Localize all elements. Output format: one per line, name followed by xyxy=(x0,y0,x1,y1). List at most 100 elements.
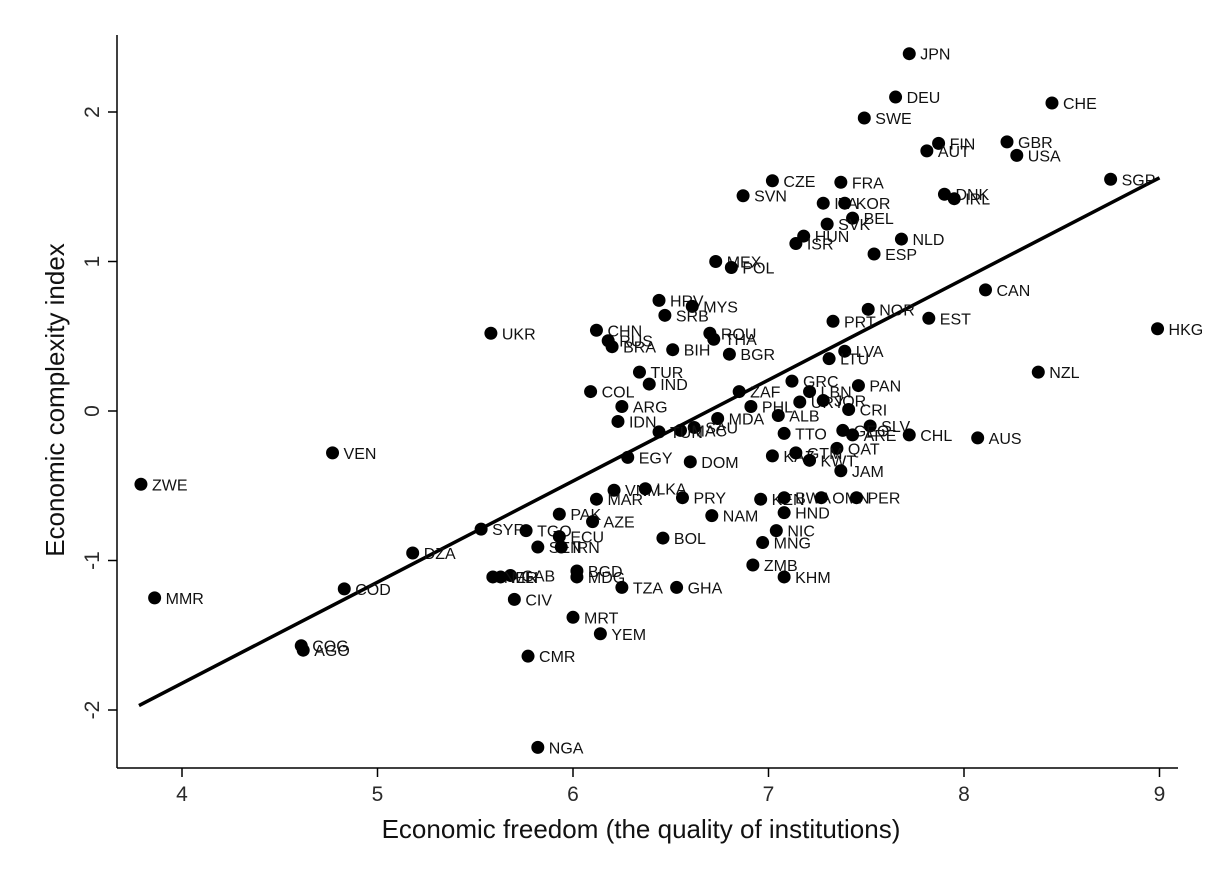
point-marker xyxy=(789,237,803,251)
point-label: THA xyxy=(725,332,757,349)
point-label: NER xyxy=(504,570,538,587)
point-marker xyxy=(1104,172,1118,186)
point-label: IRN xyxy=(572,540,600,557)
point-marker xyxy=(638,482,652,496)
data-point-dom: DOM xyxy=(683,455,739,472)
point-marker xyxy=(683,455,697,469)
point-marker xyxy=(589,492,603,506)
data-point-mng: MNG xyxy=(756,536,811,553)
y-tick-label: 0 xyxy=(81,405,104,417)
point-marker xyxy=(494,570,508,584)
x-tick-label: 4 xyxy=(176,783,188,806)
data-point-mda: MDA xyxy=(711,411,765,428)
data-point-gha: GHA xyxy=(670,580,723,597)
point-marker xyxy=(632,365,646,379)
point-label: SVK xyxy=(838,217,870,234)
point-marker xyxy=(554,540,568,554)
point-label: MRT xyxy=(584,610,619,627)
point-marker xyxy=(675,491,689,505)
data-point-syr: SYR xyxy=(474,522,525,539)
x-tick-label: 6 xyxy=(567,783,579,806)
point-marker xyxy=(838,344,852,358)
point-marker xyxy=(615,400,629,414)
point-label: BIH xyxy=(684,343,711,360)
data-point-aut: AUT xyxy=(920,144,970,161)
point-label: BGD xyxy=(588,564,623,581)
point-marker xyxy=(754,492,768,506)
point-marker xyxy=(687,420,701,434)
point-label: SYR xyxy=(492,522,525,539)
point-label: POL xyxy=(742,260,774,277)
point-marker xyxy=(593,627,607,641)
data-point-bgr: BGR xyxy=(722,347,775,364)
point-marker xyxy=(894,232,908,246)
point-label: CZE xyxy=(783,174,815,191)
data-point-pol: POL xyxy=(724,260,774,277)
data-point-cmr: CMR xyxy=(521,649,575,666)
data-point-che: CHE xyxy=(1045,96,1097,113)
point-marker xyxy=(552,507,566,521)
point-label: KOR xyxy=(856,196,891,213)
point-marker xyxy=(406,546,420,560)
data-point-deu: DEU xyxy=(889,90,940,107)
point-marker xyxy=(922,311,936,325)
point-marker xyxy=(484,326,498,340)
data-point-tza: TZA xyxy=(615,580,663,597)
point-marker xyxy=(834,175,848,189)
point-label: TTO xyxy=(795,426,827,443)
data-point-nor: NOR xyxy=(861,302,915,319)
point-marker xyxy=(849,491,863,505)
point-label: BGR xyxy=(740,347,775,364)
x-axis-title: Economic freedom (the quality of institu… xyxy=(382,814,901,844)
data-point-chl: CHL xyxy=(902,428,952,445)
point-label: HND xyxy=(795,506,830,523)
point-label: MDA xyxy=(729,411,765,428)
point-marker xyxy=(1000,135,1014,149)
data-point-ecu: ECU xyxy=(552,530,604,547)
point-label: ROU xyxy=(721,326,757,343)
point-label: ARG xyxy=(633,400,668,417)
point-label: BOL xyxy=(674,531,706,548)
data-point-aze: AZE xyxy=(586,515,635,532)
point-marker xyxy=(785,374,799,388)
point-marker xyxy=(789,446,803,460)
data-point-fra: FRA xyxy=(834,175,884,192)
point-label: LTU xyxy=(840,352,869,369)
point-label: GHA xyxy=(688,580,723,597)
data-point-khm: KHM xyxy=(777,570,831,587)
point-marker xyxy=(566,610,580,624)
point-marker xyxy=(736,189,750,203)
data-point-nzl: NZL xyxy=(1031,365,1080,382)
data-point-chn: CHN xyxy=(589,323,642,340)
point-marker xyxy=(861,302,875,316)
point-label: JAM xyxy=(852,464,884,481)
y-tick-label: -1 xyxy=(81,551,104,570)
point-marker xyxy=(777,570,791,584)
data-point-kwt: KWT xyxy=(803,453,856,470)
point-marker xyxy=(1151,322,1165,336)
point-label: CHN xyxy=(607,323,642,340)
x-tick-label: 9 xyxy=(1154,783,1166,806)
point-marker xyxy=(765,174,779,188)
point-marker xyxy=(642,377,656,391)
point-marker xyxy=(902,428,916,442)
point-marker xyxy=(674,423,688,437)
data-point-are: ARE xyxy=(846,428,896,445)
y-tick-label: 2 xyxy=(81,106,104,118)
point-marker xyxy=(820,217,834,231)
data-point-ukr: UKR xyxy=(484,326,536,343)
point-label: ARE xyxy=(864,428,897,445)
point-label: SVN xyxy=(754,189,787,206)
point-label: MLI xyxy=(512,570,539,587)
point-marker xyxy=(846,211,860,225)
point-marker xyxy=(589,323,603,337)
point-label: RUS xyxy=(619,334,653,351)
point-label: AUT xyxy=(938,144,970,161)
point-marker xyxy=(902,47,916,61)
point-label: YEM xyxy=(611,627,646,644)
fit-line xyxy=(138,176,1161,708)
point-marker xyxy=(803,453,817,467)
point-marker xyxy=(652,293,666,307)
data-point-civ: CIV xyxy=(507,592,552,609)
point-label: GEO xyxy=(854,423,890,440)
